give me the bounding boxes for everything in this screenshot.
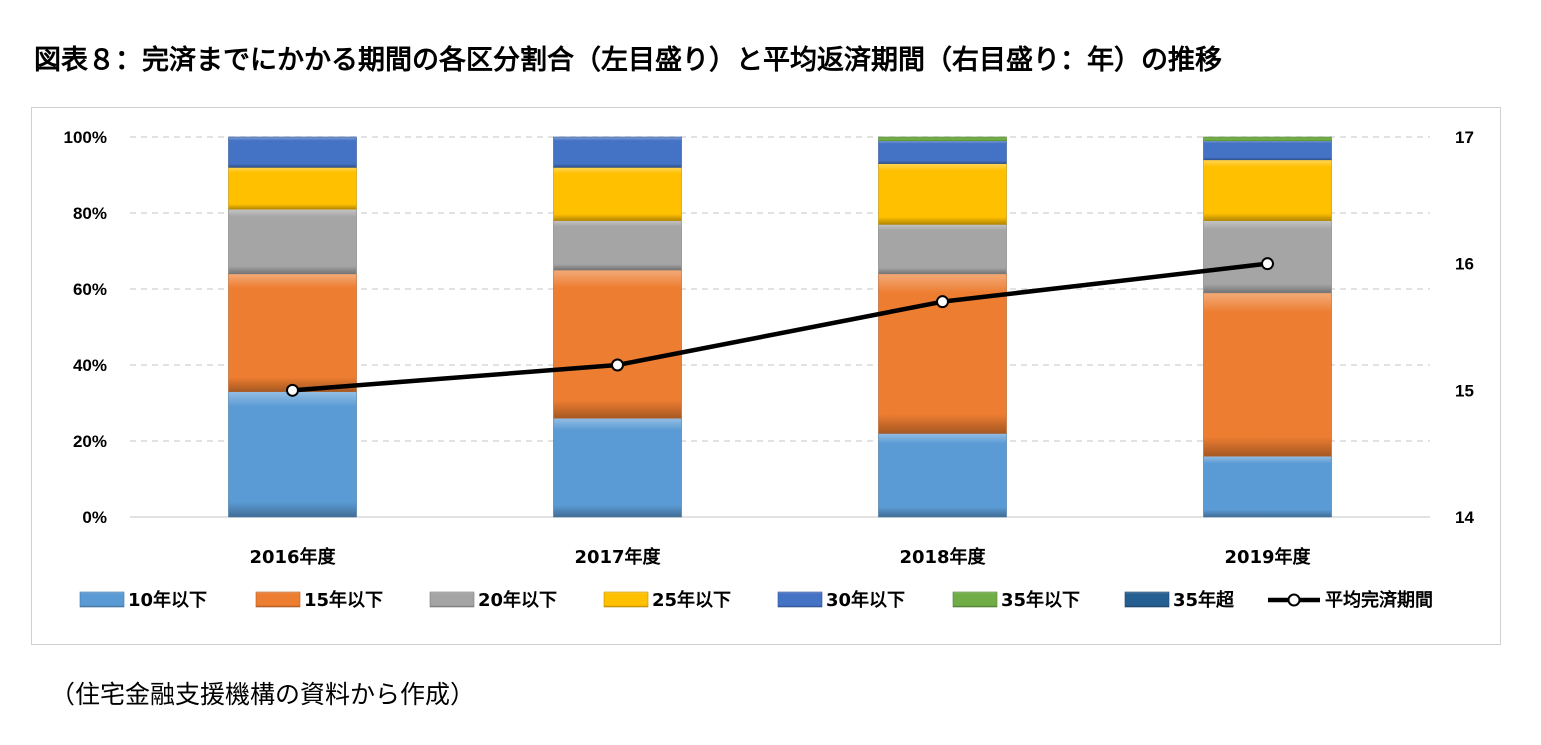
bar-segment — [228, 136, 357, 168]
legend-item: 15年以下 — [255, 589, 383, 611]
bar-segment — [1203, 455, 1332, 518]
bar-segment — [878, 140, 1007, 164]
y2-tick-label: 16 — [1455, 255, 1474, 274]
legend-item: 30年以下 — [777, 589, 905, 611]
legend-swatch — [1124, 591, 1170, 608]
legend-swatch — [603, 591, 649, 608]
bar-segment — [1203, 140, 1332, 161]
legend-label: 25年以下 — [652, 589, 731, 611]
bar-segment — [1203, 220, 1332, 294]
y-tick-label: 40% — [73, 356, 107, 375]
bar-segment — [553, 136, 682, 168]
y2-tick-label: 15 — [1455, 381, 1474, 400]
legend-label: 35年以下 — [1001, 589, 1080, 611]
bar-segment — [228, 167, 357, 210]
legend-swatch — [952, 591, 998, 608]
bar-segment — [553, 220, 682, 271]
legend-label: 20年以下 — [478, 589, 557, 611]
source-note: （住宅金融支援機構の資料から作成） — [50, 680, 476, 709]
legend-item: 35年以下 — [952, 589, 1080, 611]
legend-label: 35年超 — [1173, 589, 1235, 611]
bar-segment — [878, 224, 1007, 275]
line-point — [1261, 257, 1274, 271]
bar-segment — [878, 136, 1007, 142]
y-tick-label: 80% — [73, 204, 107, 223]
legend-label: 15年以下 — [304, 589, 383, 611]
bars — [228, 136, 1332, 518]
legend-line-marker — [1287, 593, 1301, 607]
line-point — [611, 358, 624, 372]
legend-swatch — [255, 591, 301, 608]
legend-item: 35年超 — [1124, 589, 1235, 611]
bar-segment — [878, 163, 1007, 225]
legend-item: 20年以下 — [429, 589, 557, 611]
legend: 10年以下 15年以下 20年以下 25年以下 30年以下 35年以下 35年超 平均完済期間 — [79, 589, 1433, 611]
chart-svg: 0% 20% 40% 60% 80% 100% 14 15 16 17 2016年度 2017年度 20… — [64, 128, 1475, 611]
chart-title: 図表８：完済までにかかる期間の各区分割合（左目盛り）と平均返済期間（右目盛り：年… — [34, 45, 1222, 76]
y-tick-label: 20% — [73, 432, 107, 451]
legend-item: 平均完済期間 — [1268, 589, 1433, 611]
line-point — [936, 295, 949, 309]
y-tick-label: 60% — [73, 280, 107, 299]
bar-segment — [1203, 292, 1332, 457]
legend-swatch — [429, 591, 475, 608]
bar-segment — [1203, 159, 1332, 221]
bar-segment — [553, 167, 682, 221]
bar-segment — [228, 391, 357, 518]
y2-tick-label: 17 — [1455, 128, 1474, 147]
axes: 0% 20% 40% 60% 80% 100% 14 15 16 17 2016年度 2017年度 20… — [64, 128, 1475, 568]
legend-item: 10年以下 — [79, 589, 207, 611]
average-line-path — [292, 261, 1268, 393]
legend-label: 平均完済期間 — [1325, 589, 1433, 611]
bar-segment — [228, 208, 357, 275]
line-point — [286, 383, 299, 397]
y-tick-label: 0% — [82, 508, 107, 527]
legend-swatch — [777, 591, 823, 608]
x-tick-label: 2016年度 — [249, 546, 336, 568]
average-line — [286, 257, 1274, 397]
bar-segment — [878, 433, 1007, 518]
legend-label: 10年以下 — [128, 589, 207, 611]
y2-tick-label: 14 — [1455, 508, 1474, 527]
x-tick-label: 2019年度 — [1224, 546, 1311, 568]
bar-segment — [553, 269, 682, 419]
bar-segment — [1203, 136, 1332, 142]
x-tick-label: 2018年度 — [899, 546, 986, 568]
legend-item: 25年以下 — [603, 589, 731, 611]
y-tick-label: 100% — [64, 128, 107, 147]
x-tick-label: 2017年度 — [574, 546, 661, 568]
legend-label: 30年以下 — [826, 589, 905, 611]
bar-segment — [553, 417, 682, 518]
legend-swatch — [79, 591, 125, 608]
bar-segment — [228, 273, 357, 392]
